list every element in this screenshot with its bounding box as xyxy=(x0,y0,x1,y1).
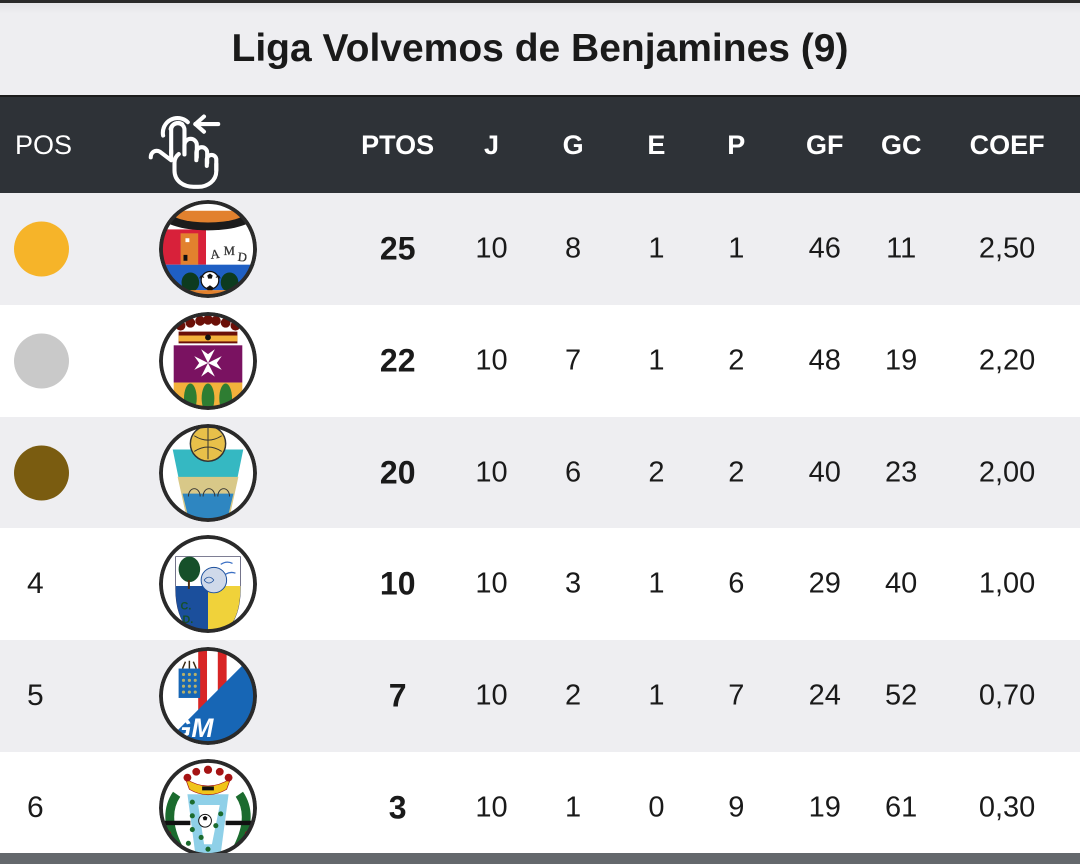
svg-text:D: D xyxy=(237,250,248,265)
svg-text:M: M xyxy=(224,244,235,258)
svg-text:C.: C. xyxy=(181,601,192,613)
